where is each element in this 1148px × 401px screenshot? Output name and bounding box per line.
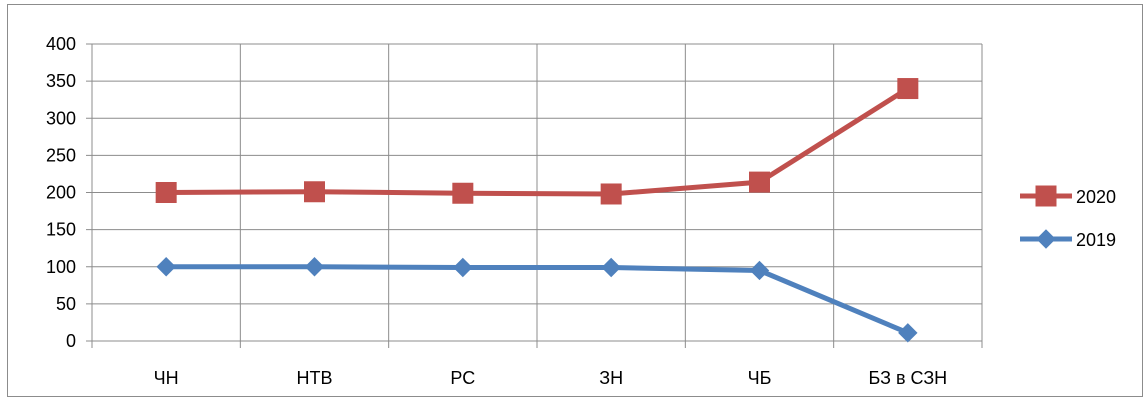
y-tick-label: 200: [46, 183, 76, 203]
legend-marker-2020: [1035, 185, 1057, 207]
data-point-2019: [156, 257, 176, 277]
data-point-2020: [155, 182, 177, 203]
data-point-2020: [600, 183, 622, 205]
x-tick-label: ЧН: [154, 368, 179, 388]
chart-frame: [7, 4, 1143, 397]
y-tick-label: 350: [46, 71, 76, 91]
series-line-2020: [163, 86, 911, 197]
x-tick-label: НТВ: [297, 368, 333, 388]
y-tick-label: 300: [46, 108, 76, 128]
series-line-2019: [163, 264, 911, 336]
y-tick-label: 100: [46, 257, 76, 277]
y-tick-label: 250: [46, 145, 76, 165]
y-tick-label: 50: [56, 294, 76, 314]
chart-legend: 2020 2019: [1020, 185, 1116, 250]
chart-series: [155, 78, 919, 343]
legend-label-2020: 2020: [1076, 187, 1116, 207]
data-point-2020: [452, 182, 474, 204]
data-point-2019: [898, 323, 918, 343]
data-point-2020: [749, 171, 770, 193]
data-point-2019: [601, 257, 621, 278]
data-point-2019: [749, 260, 770, 281]
x-tick-label: БЗ в СЗН: [868, 368, 947, 388]
legend-label-2019: 2019: [1076, 230, 1116, 250]
data-point-2019: [304, 257, 325, 277]
x-tick-label: РС: [450, 368, 475, 388]
y-tick-label: 0: [66, 331, 76, 351]
data-point-2020: [304, 181, 325, 203]
data-point-2020: [897, 78, 919, 100]
legend-marker-2019: [1036, 229, 1056, 249]
y-tick-label: 400: [46, 34, 76, 54]
y-tick-label: 150: [46, 220, 76, 240]
data-point-2019: [453, 257, 473, 278]
x-tick-label: ЗН: [599, 368, 623, 388]
chart-axes: 0 50 100 150 200 250 300 350 400 ЧН НТВ РС ЗН ЧБ БЗ в …: [46, 34, 983, 388]
x-tick-label: ЧБ: [748, 368, 772, 388]
